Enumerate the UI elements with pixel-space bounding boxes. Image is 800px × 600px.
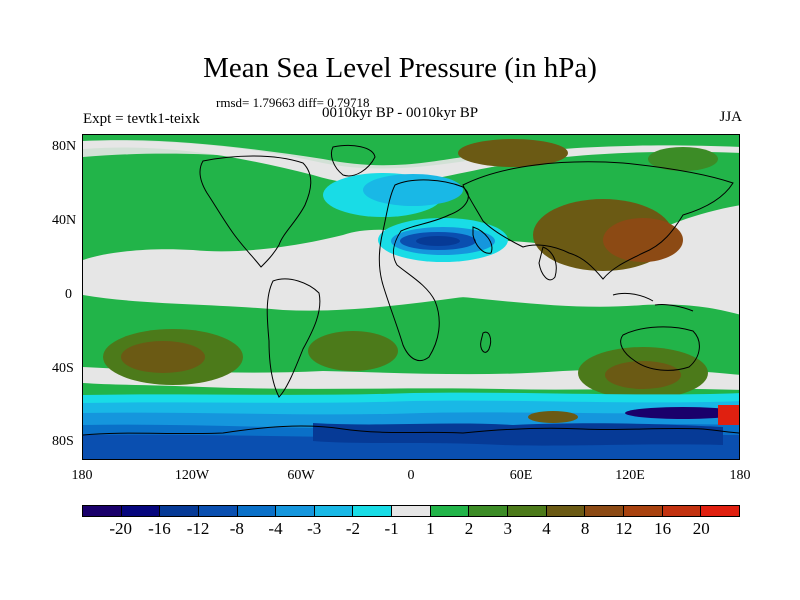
colorbar-box [121, 506, 161, 516]
southern-ocean-lows [83, 392, 739, 459]
colorbar-box [546, 506, 586, 516]
high-pressure-regions [103, 139, 718, 399]
colorbar-box [237, 506, 277, 516]
colorbar-label: -16 [148, 519, 171, 538]
period-label: 0010kyr BP - 0010kyr BP [322, 105, 479, 121]
colorbar-box [623, 506, 663, 516]
colorbar-box [198, 506, 238, 516]
colorbar-box [392, 506, 431, 516]
colorbar-label: 8 [580, 519, 590, 538]
colorbar-label: 12 [615, 519, 633, 538]
colorbar-box [430, 506, 470, 516]
colorbar-label: -1 [384, 519, 399, 538]
colorbar-box [662, 506, 702, 516]
lon-label-0: 0 [407, 468, 415, 483]
season-label: JJA [719, 109, 742, 125]
lat-label-80n: 80N [52, 139, 77, 154]
colorbar-box [83, 506, 122, 516]
lat-label-80s: 80S [52, 434, 74, 449]
coastlines [83, 144, 739, 436]
lon-label-60e: 60E [509, 468, 533, 483]
lon-label-120e: 120E [615, 468, 645, 483]
lon-label-180e: 180 [729, 468, 751, 483]
colorbar-box [585, 506, 624, 516]
colorbar-label: 20 [692, 519, 710, 538]
colorbar [82, 505, 740, 517]
lon-label-60w: 60W [287, 468, 315, 483]
map-panel [82, 134, 740, 460]
stats-line: rmsd= 1.79663 diff= 0.79718 [216, 95, 370, 110]
colorbar-label: 4 [542, 519, 551, 538]
colorbar-label: -8 [229, 519, 244, 538]
experiment-label: Expt = tevtk1-teixk [83, 111, 200, 127]
pressure-map [83, 135, 739, 459]
colorbar-label: 16 [654, 519, 672, 538]
lat-label-40n: 40N [52, 213, 77, 228]
colorbar-label: -2 [345, 519, 361, 538]
colorbar-box [469, 506, 509, 516]
colorbar-label: -4 [268, 519, 283, 538]
colorbar-label: -20 [109, 519, 133, 538]
map-title: Mean Sea Level Pressure (in hPa) [203, 52, 597, 84]
colorbar-box [701, 506, 739, 516]
colorbar-box [353, 506, 393, 516]
low-pressure-regions [323, 173, 508, 262]
colorbar-box [314, 506, 354, 516]
colorbar-box [276, 506, 315, 516]
lat-label-0: 0 [65, 287, 72, 302]
colorbar-label: 3 [503, 519, 513, 538]
colorbar-label: 1 [426, 519, 435, 538]
colorbar-label: -3 [307, 519, 322, 538]
lon-label-120w: 120W [174, 468, 210, 483]
lat-label-40s: 40S [52, 361, 74, 376]
lon-label-180w: 180 [71, 468, 93, 483]
colorbar-label: -12 [186, 519, 210, 538]
colorbar-label: 2 [464, 519, 474, 538]
colorbar-box [508, 506, 547, 516]
colorbar-box [160, 506, 199, 516]
